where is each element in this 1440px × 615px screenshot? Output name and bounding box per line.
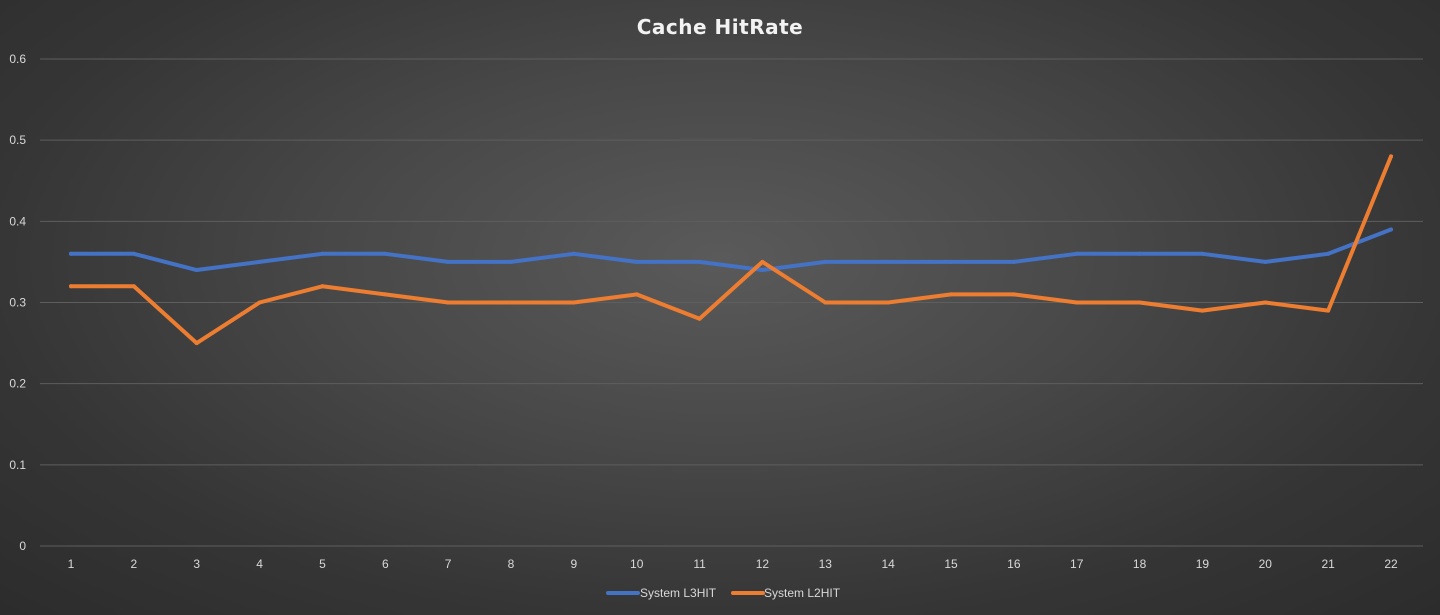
- data-point: [383, 251, 388, 256]
- data-point: [760, 259, 765, 264]
- data-point: [1326, 308, 1331, 313]
- series-lines: [69, 154, 1393, 346]
- data-point: [1011, 259, 1016, 264]
- x-tick-label: 16: [1007, 557, 1021, 571]
- x-tick-label: 17: [1070, 557, 1084, 571]
- series-line-1: [69, 227, 1393, 273]
- data-point: [634, 292, 639, 297]
- legend-item: System L2HIT: [731, 586, 841, 600]
- data-point: [320, 251, 325, 256]
- data-point: [697, 259, 702, 264]
- legend-label: System L2HIT: [764, 586, 841, 600]
- data-point: [69, 284, 73, 289]
- x-tick-label: 5: [319, 557, 326, 571]
- data-point: [383, 292, 388, 297]
- x-tick-label: 2: [131, 557, 138, 571]
- data-point: [949, 292, 953, 297]
- data-point: [886, 300, 891, 305]
- data-point: [1011, 292, 1016, 297]
- data-point: [823, 300, 828, 305]
- x-tick-label: 6: [382, 557, 389, 571]
- data-point: [1200, 308, 1205, 313]
- x-tick-label: 1: [68, 557, 75, 571]
- gridlines: [40, 58, 1423, 547]
- data-point: [571, 300, 576, 305]
- legend: System L3HIT System L2HIT: [606, 586, 841, 600]
- data-point: [949, 259, 953, 264]
- data-point: [1074, 300, 1079, 305]
- y-tick-label: 0.2: [9, 377, 26, 391]
- legend-item: System L3HIT: [606, 586, 717, 600]
- data-point: [131, 251, 136, 256]
- x-tick-label: 19: [1196, 557, 1210, 571]
- data-point: [1074, 251, 1079, 256]
- x-tick-label: 3: [193, 557, 200, 571]
- data-point: [69, 251, 73, 256]
- data-point: [697, 316, 702, 321]
- x-tick-label: 9: [571, 557, 578, 571]
- x-tick-label: 22: [1384, 557, 1398, 571]
- series-line-2: [69, 154, 1393, 346]
- x-tick-label: 8: [508, 557, 515, 571]
- data-point: [1326, 251, 1331, 256]
- legend-label: System L3HIT: [640, 586, 717, 600]
- data-point: [257, 300, 262, 305]
- data-point: [1389, 227, 1393, 232]
- data-point: [1137, 251, 1142, 256]
- data-point: [823, 259, 828, 264]
- x-tick-label: 21: [1321, 557, 1335, 571]
- data-point: [509, 300, 513, 305]
- y-tick-label: 0.1: [9, 458, 26, 472]
- x-tick-label: 7: [445, 557, 452, 571]
- data-point: [446, 300, 451, 305]
- data-point: [760, 268, 765, 273]
- data-point: [257, 259, 262, 264]
- data-point: [1263, 300, 1268, 305]
- data-point: [509, 259, 513, 264]
- x-tick-label: 18: [1133, 557, 1147, 571]
- x-tick-label: 14: [881, 557, 895, 571]
- data-point: [131, 284, 136, 289]
- y-tick-label: 0.3: [9, 296, 26, 310]
- y-tick-label: 0.6: [9, 52, 26, 66]
- y-tick-label: 0.4: [9, 214, 26, 228]
- data-point: [1389, 154, 1393, 159]
- data-point: [194, 341, 199, 346]
- data-point: [320, 284, 325, 289]
- y-tick-label: 0: [19, 539, 26, 553]
- data-point: [1137, 300, 1142, 305]
- x-tick-label: 13: [819, 557, 833, 571]
- data-point: [1263, 259, 1268, 264]
- data-point: [194, 268, 199, 273]
- x-axis-ticks: 1 2 3 4 5 6 7 8 9 10 11 12 13 14 15 16 17 18 19 20 21 22: [68, 557, 1398, 571]
- x-tick-label: 12: [756, 557, 770, 571]
- x-tick-label: 4: [256, 557, 263, 571]
- x-tick-label: 20: [1259, 557, 1273, 571]
- data-point: [571, 251, 576, 256]
- x-tick-label: 10: [630, 557, 644, 571]
- y-axis-ticks: 0 0.1 0.2 0.3 0.4 0.5 0.6: [9, 52, 26, 553]
- x-tick-label: 11: [693, 557, 706, 571]
- x-tick-label: 15: [944, 557, 958, 571]
- data-point: [886, 259, 891, 264]
- chart-title: Cache HitRate: [637, 15, 803, 39]
- data-point: [634, 259, 639, 264]
- data-point: [1200, 251, 1205, 256]
- y-tick-label: 0.5: [9, 133, 26, 147]
- data-point: [446, 259, 451, 264]
